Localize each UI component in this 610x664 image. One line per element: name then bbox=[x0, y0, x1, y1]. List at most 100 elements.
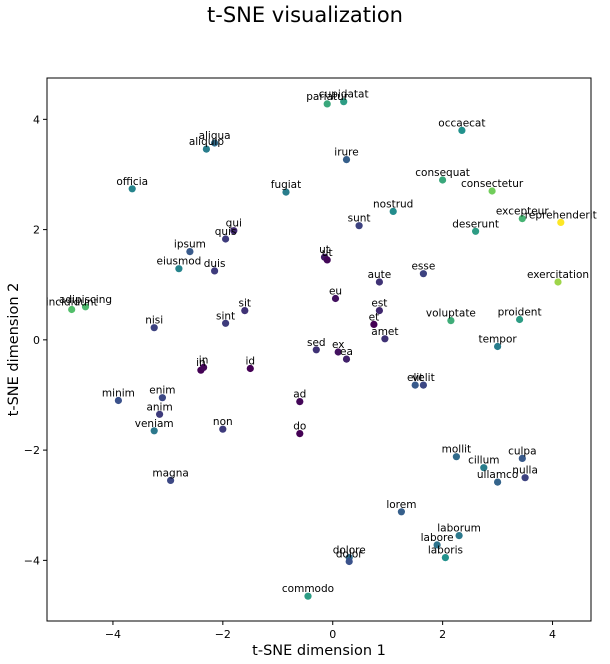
data-point-ex bbox=[334, 348, 342, 356]
data-point-duis bbox=[211, 267, 219, 275]
data-point-proident bbox=[516, 315, 524, 324]
point-label-elit: elit bbox=[407, 372, 423, 384]
data-point-esse bbox=[419, 270, 427, 278]
data-point-occaecat bbox=[458, 126, 466, 134]
point-label-consequat: consequat bbox=[415, 167, 470, 179]
point-label-sunt: sunt bbox=[348, 213, 371, 225]
data-point-ut bbox=[323, 256, 331, 264]
point-label-est: est bbox=[371, 298, 387, 310]
data-point-officia bbox=[128, 185, 136, 193]
point-label-amet: amet bbox=[371, 326, 398, 338]
point-label-quis: quis bbox=[215, 226, 237, 238]
point-label-mollit: mollit bbox=[442, 444, 472, 456]
point-label-ullamco: ullamco bbox=[477, 469, 518, 481]
point-label-et: et bbox=[369, 311, 380, 323]
y-tick-label: −4 bbox=[24, 554, 40, 567]
data-point-id bbox=[246, 364, 254, 373]
point-label-labore: labore bbox=[421, 532, 454, 544]
point-label-esse: esse bbox=[411, 261, 435, 273]
data-point-pariatur bbox=[323, 100, 331, 108]
data-point-consectetur bbox=[488, 187, 496, 195]
data-point-tempor bbox=[494, 342, 502, 351]
data-point-elit bbox=[411, 381, 419, 389]
point-label-aliqua: aliqua bbox=[199, 130, 231, 142]
point-label-reprehenderit: reprehenderit bbox=[525, 209, 597, 221]
point-label-do: do bbox=[293, 421, 306, 433]
point-label-sed: sed bbox=[307, 337, 326, 349]
point-label-dolore: dolore bbox=[333, 545, 366, 557]
x-tick-label: 2 bbox=[439, 628, 446, 641]
data-point-voluptate bbox=[447, 317, 455, 325]
point-label-culpa: culpa bbox=[508, 445, 536, 457]
point-label-aliquip: aliquip bbox=[189, 136, 225, 148]
point-label-id: id bbox=[246, 356, 256, 368]
point-label-voluptate: voluptate bbox=[426, 308, 476, 320]
data-point-sed bbox=[312, 346, 320, 354]
point-label-ut: ut bbox=[322, 247, 333, 259]
data-point-ullamco bbox=[494, 478, 502, 486]
data-point-fugiat bbox=[282, 188, 290, 196]
data-point-aute bbox=[375, 278, 383, 286]
point-label-exercitation: exercitation bbox=[527, 269, 589, 281]
y-tick-label: −2 bbox=[24, 444, 40, 457]
data-point-quis bbox=[222, 235, 230, 243]
data-point-incididunt bbox=[68, 305, 76, 314]
data-point-reprehenderit bbox=[557, 218, 565, 226]
point-label-laborum: laborum bbox=[437, 523, 481, 535]
data-point-aliqua bbox=[211, 139, 219, 147]
data-point-velit bbox=[419, 381, 427, 389]
x-axis-label: t-SNE dimension 1 bbox=[252, 643, 386, 659]
point-label-ea: ea bbox=[340, 346, 353, 358]
data-point-est bbox=[375, 307, 383, 315]
point-label-anim: anim bbox=[146, 401, 172, 413]
point-label-lorem: lorem bbox=[386, 499, 416, 511]
point-label-laboris: laboris bbox=[428, 545, 463, 557]
point-label-enim: enim bbox=[149, 385, 175, 397]
point-label-in: in bbox=[196, 357, 206, 369]
data-point-nisi bbox=[150, 324, 158, 332]
chart-title: t-SNE visualization bbox=[207, 3, 403, 27]
point-label-incididunt: incididunt bbox=[46, 297, 98, 309]
point-label-duis: duis bbox=[204, 258, 226, 270]
point-label-nulla: nulla bbox=[512, 465, 538, 477]
point-label-deserunt: deserunt bbox=[452, 218, 499, 230]
point-label-proident: proident bbox=[498, 307, 542, 319]
data-point-nostrud bbox=[389, 207, 397, 215]
point-label-nisi: nisi bbox=[145, 315, 163, 327]
y-tick-label: 2 bbox=[33, 224, 40, 237]
data-point-ipsum bbox=[186, 248, 194, 256]
point-label-cillum: cillum bbox=[468, 455, 499, 467]
data-point-laborum bbox=[455, 532, 463, 540]
point-label-non: non bbox=[213, 416, 233, 428]
data-point-excepteur bbox=[518, 215, 526, 223]
point-label-excepteur: excepteur bbox=[496, 206, 549, 218]
data-point-ad bbox=[296, 398, 304, 406]
point-label-aute: aute bbox=[368, 269, 392, 281]
data-point-et bbox=[370, 320, 378, 328]
data-point-cupidatat bbox=[340, 98, 348, 106]
y-axis-label: t-SNE dimension 2 bbox=[6, 283, 22, 417]
data-point-exercitation bbox=[554, 278, 562, 286]
point-label-in: in bbox=[199, 354, 209, 366]
data-point-nulla bbox=[521, 474, 529, 482]
data-points bbox=[68, 98, 565, 600]
point-label-veniam: veniam bbox=[135, 418, 174, 430]
data-point-laboris bbox=[441, 554, 449, 562]
x-tick-label: 4 bbox=[549, 628, 556, 641]
point-label-tempor: tempor bbox=[478, 334, 517, 346]
data-point-mollit bbox=[452, 453, 460, 461]
data-point-do bbox=[296, 430, 304, 438]
data-point-sunt bbox=[355, 222, 363, 230]
data-point-sit bbox=[241, 307, 249, 315]
data-point-dolor bbox=[345, 557, 353, 566]
point-label-qui: qui bbox=[226, 218, 242, 230]
point-label-cupidatat: cupidatat bbox=[319, 89, 369, 101]
data-point-ea bbox=[342, 355, 351, 363]
point-label-ut: ut bbox=[319, 244, 330, 256]
y-tick-label: 0 bbox=[33, 334, 40, 347]
point-label-pariatur: pariatur bbox=[306, 91, 349, 103]
data-point-culpa bbox=[518, 454, 526, 462]
data-point-labore bbox=[433, 541, 441, 549]
point-label-sint: sint bbox=[216, 310, 235, 322]
